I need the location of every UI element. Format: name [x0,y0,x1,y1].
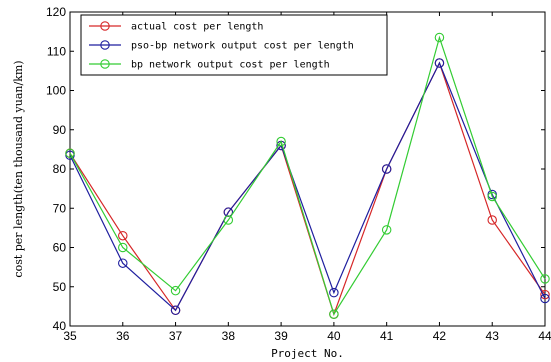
legend-swatch-marker [100,40,110,50]
series-3 [65,32,550,319]
x-tick-label: 38 [222,329,236,343]
data-point [540,274,550,284]
legend-swatch-marker [100,21,110,31]
data-point [170,285,181,296]
legend-swatch-marker [100,59,110,69]
data-point [329,309,339,319]
y-tick-label: 50 [53,280,67,294]
legend-label: bp network output cost per length [131,60,330,71]
y-tick-label: 70 [53,201,67,215]
series-line [69,61,546,312]
x-tick-label: 41 [380,329,394,343]
y-tick-label: 80 [53,162,67,176]
data-point [381,225,392,235]
x-tick-label: 40 [327,329,341,343]
legend-box [80,14,388,76]
data-point [487,191,497,202]
legend-entry: pso-bp network output cost per length [89,40,354,52]
x-axis-label: Project No. [271,347,344,360]
data-point [118,242,128,253]
legend-label: actual cost per length [131,22,263,33]
legend-entry: bp network output cost per length [89,59,330,71]
y-axis-label: cost per length(ten thousand yuan/km) [12,60,25,277]
series-line [69,35,546,316]
data-point [381,164,392,174]
data-point [223,207,234,217]
data-point [434,58,445,68]
y-tick-label: 60 [53,241,67,255]
y-tick-label: 110 [47,44,66,58]
y-tick-label: 100 [46,84,66,98]
data-point [118,230,128,241]
x-tick-label: 44 [538,329,551,343]
data-point [223,215,234,225]
x-tick-label: 35 [63,329,77,343]
y-tick-label: 40 [53,319,67,333]
data-point [65,148,75,159]
x-tick-label: 36 [116,329,130,343]
y-tick-label: 120 [46,5,66,19]
x-tick-label: 43 [486,329,500,343]
legend: actual cost per length pso-bp network out… [80,14,388,76]
legend-entry: actual cost per length [89,21,263,33]
data-point [170,305,181,316]
x-tick-label: 37 [169,329,183,343]
data-point [540,289,550,300]
data-point [434,32,445,43]
data-point [118,258,128,268]
data-point [329,287,339,298]
data-point [276,136,286,147]
x-tick-label: 42 [433,329,447,343]
data-point [487,215,497,225]
x-tick-label: 39 [274,329,288,343]
series-group [65,32,550,319]
data-point [540,293,550,304]
y-tick-label: 90 [53,123,67,137]
legend-label: pso-bp network output cost per length [131,41,354,52]
